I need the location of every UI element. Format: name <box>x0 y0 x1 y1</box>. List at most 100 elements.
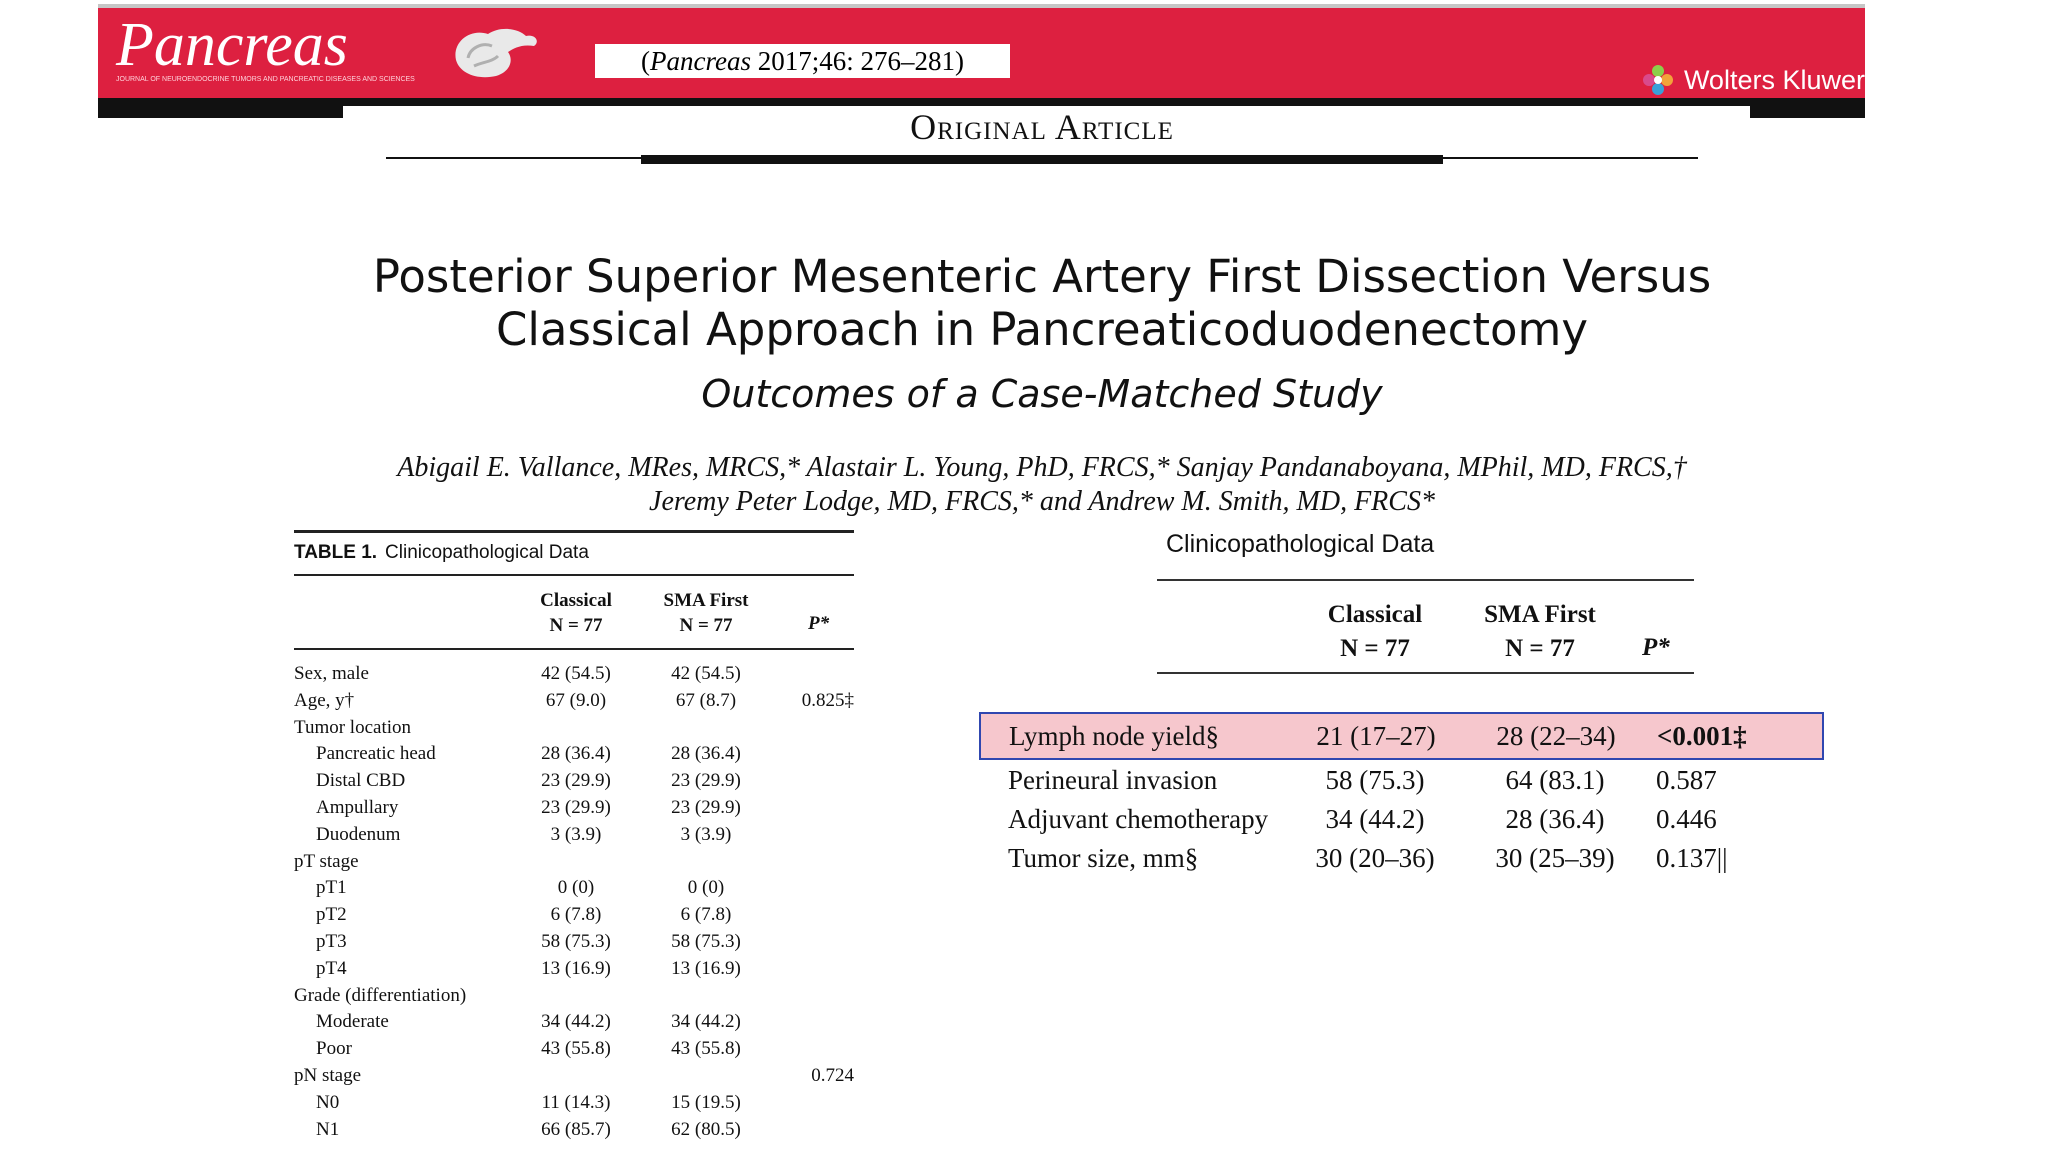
table-row: Age, y† 67 (9.0) 67 (8.7) 0.825‡ <box>294 687 854 714</box>
citation-details: 2017;46: 276–281) <box>750 46 964 76</box>
table-1-header-sma-first: SMA First N = 77 <box>654 588 758 638</box>
banner-right-bar <box>1750 98 1865 118</box>
row-label: N1 <box>316 1118 340 1140</box>
authors-line-1: Abigail E. Vallance, MRes, MRCS,* Alasta… <box>397 452 1687 483</box>
classical-value: 58 (75.3) <box>541 931 611 952</box>
p-value: 0.137|| <box>1656 843 1728 873</box>
publisher-logo: Wolters Kluwer <box>1640 62 1865 98</box>
table-row: Moderate 34 (44.2) 34 (44.2) <box>294 1008 854 1035</box>
classical-value: 34 (44.2) <box>1325 804 1425 834</box>
row-label: pT2 <box>316 904 347 926</box>
classical-value: 66 (85.7) <box>541 1118 611 1140</box>
header-sma-n: N = 77 <box>1505 635 1575 662</box>
sma-first-value: 43 (55.8) <box>671 1038 741 1060</box>
table-row: Sex, male 42 (54.5) 42 (54.5) <box>294 660 854 687</box>
table-1-header-p: P* <box>808 613 830 634</box>
table-row: Poor 43 (55.8) 43 (55.8) <box>294 1035 854 1062</box>
p-value: 0.587 <box>1656 765 1717 795</box>
table-row: Grade (differentiation) <box>294 982 854 1009</box>
table-1-caption: TABLE 1. Clinicopathological Data <box>294 542 589 564</box>
sma-first-value: 34 (44.2) <box>671 1011 741 1033</box>
header-sma-name: SMA First <box>663 590 749 611</box>
article-title: Posterior Superior Mesenteric Artery Fir… <box>372 250 1712 356</box>
table-row: pT4 13 (16.9) 13 (16.9) <box>294 955 854 982</box>
table-2-caption: Clinicopathological Data <box>1166 530 1435 558</box>
classical-value: 21 (17–27) <box>1316 721 1436 751</box>
classical-value: 23 (29.9) <box>541 770 611 792</box>
classical-value: 0 (0) <box>557 877 595 899</box>
row-label: Sex, male <box>294 663 369 684</box>
sma-first-value: 58 (75.3) <box>671 931 741 952</box>
sma-first-value: 23 (29.9) <box>671 770 741 792</box>
section-rule-thick <box>641 155 1443 164</box>
classical-value: 11 (14.3) <box>541 1091 611 1113</box>
row-label: pT stage <box>294 850 359 872</box>
sma-first-value: 23 (29.9) <box>671 797 741 818</box>
row-label: Grade (differentiation) <box>294 984 467 1006</box>
row-label: Age, y† <box>294 689 355 711</box>
sma-first-value: 28 (36.4) <box>671 743 741 765</box>
table-row: Tumor location <box>294 714 854 741</box>
table-2-caption-rule <box>1157 579 1694 581</box>
table-1-header-classical: Classical N = 77 <box>524 588 628 638</box>
table-row: N0 11 (14.3) 15 (19.5) <box>294 1089 854 1116</box>
citation-journal: Pancreas <box>650 46 751 76</box>
row-label: N0 <box>316 1091 340 1113</box>
classical-value: 28 (36.4) <box>541 743 611 765</box>
pancreas-logo-icon <box>455 28 537 78</box>
table-1-header-rule <box>294 648 854 650</box>
section-label: Original Article <box>910 107 1174 147</box>
table-2-header-p: P* <box>1642 634 1670 661</box>
highlighted-table-row: Lymph node yield§ 21 (17–27) 28 (22–34) <0.… <box>979 712 1824 760</box>
row-label: Lymph node yield§ <box>1009 721 1219 751</box>
table-row: Ampullary 23 (29.9) 23 (29.9) <box>294 794 854 821</box>
p-value: 0.724 <box>811 1065 854 1086</box>
classical-value: 6 (7.8) <box>550 904 602 926</box>
header-classical-name: Classical <box>1327 601 1423 628</box>
publisher-name: Wolters Kluwer <box>1683 64 1865 95</box>
journal-banner: Pancreas JOURNAL OF NEUROENDOCRINE TUMOR… <box>98 4 1865 98</box>
sma-first-value: 64 (83.1) <box>1505 765 1605 795</box>
table-1-label: TABLE 1. <box>294 542 378 563</box>
header-sma-n: N = 77 <box>679 615 733 636</box>
sma-first-value: 13 (16.9) <box>671 957 741 979</box>
table-row: Perineural invasion 58 (75.3) 64 (83.1) 0.5… <box>980 760 1825 800</box>
header-classical-n: N = 77 <box>1340 635 1410 662</box>
row-label: pT4 <box>316 957 347 979</box>
row-label: pT3 <box>316 931 347 952</box>
row-label: Poor <box>316 1038 352 1060</box>
row-label: Perineural invasion <box>1008 765 1218 795</box>
row-label: pN stage <box>294 1065 362 1086</box>
banner-left-bar <box>98 98 343 118</box>
classical-value: 67 (9.0) <box>545 689 607 711</box>
table-row: pT3 58 (75.3) 58 (75.3) <box>294 928 854 955</box>
classical-value: 34 (44.2) <box>541 1011 611 1033</box>
table-1-caption-text: Clinicopathological Data <box>385 542 589 563</box>
table-1-top-rule <box>294 530 854 533</box>
author-list: Abigail E. Vallance, MRes, MRCS,* Alasta… <box>300 451 1784 519</box>
table-2-header-sma-first: Classical SMA First N = 77 <box>1460 598 1620 666</box>
table-row: Tumor size, mm§ 30 (20–36) 30 (25–39) 0.137… <box>980 838 1825 878</box>
table-row: Duodenum 3 (3.9) 3 (3.9) <box>294 821 854 848</box>
classical-value: 43 (55.8) <box>541 1038 611 1060</box>
table-row: pN stage 0.724 <box>294 1062 854 1089</box>
row-label: Duodenum <box>316 823 401 845</box>
row-label: Ampullary <box>316 797 399 818</box>
table-row: Distal CBD 23 (29.9) 23 (29.9) <box>294 767 854 794</box>
row-label: pT1 <box>316 877 347 899</box>
classical-value: 23 (29.9) <box>541 797 611 818</box>
table-row: pT1 0 (0) 0 (0) <box>294 874 854 901</box>
row-label: Adjuvant chemotherapy <box>1008 804 1269 834</box>
citation-open: ( <box>641 46 650 76</box>
header-classical-n: N = 77 <box>549 615 603 636</box>
sma-first-value: 6 (7.8) <box>680 904 732 926</box>
sma-first-value: 62 (80.5) <box>671 1118 741 1140</box>
classical-value: 30 (20–36) <box>1315 843 1435 873</box>
sma-first-value: 42 (54.5) <box>671 663 741 684</box>
banner-underline <box>98 98 1865 106</box>
p-value: 0.446 <box>1656 804 1717 834</box>
table-row: N1 66 (85.7) 62 (80.5) <box>294 1116 854 1143</box>
article-subtitle: Outcomes of a Case-Matched Study <box>701 372 1383 416</box>
table-row: pT stage <box>294 848 854 875</box>
header-classical-name: Classical <box>540 590 612 611</box>
